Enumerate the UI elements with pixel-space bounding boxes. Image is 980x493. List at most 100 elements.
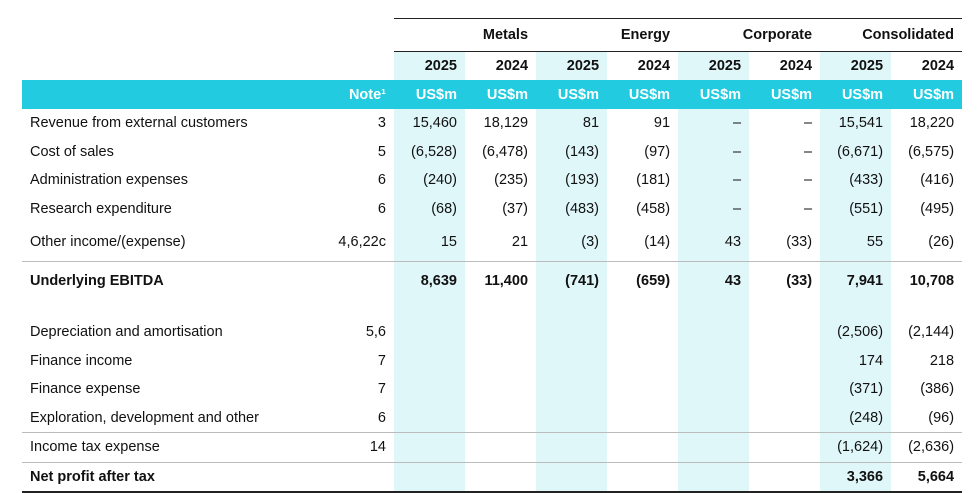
value-cell bbox=[465, 461, 537, 493]
value-cell: (2,144) bbox=[908, 324, 955, 341]
value-cell: 5,664 bbox=[891, 461, 963, 493]
value-cell bbox=[465, 432, 537, 462]
value-cell bbox=[536, 375, 608, 404]
value-cell: (193) bbox=[536, 166, 608, 195]
year-cell: 2024 bbox=[637, 58, 671, 74]
row-label: Exploration, development and other bbox=[30, 409, 259, 426]
row-note: 6 bbox=[377, 200, 386, 217]
value-cell: (235) bbox=[494, 172, 529, 189]
value-cell: (33) bbox=[749, 261, 821, 300]
value-cell: (1,624) bbox=[820, 432, 892, 462]
spacer-row bbox=[22, 300, 962, 318]
spacer-cell bbox=[22, 300, 314, 318]
value-cell: (6,671) bbox=[820, 137, 892, 166]
value-cell: (97) bbox=[644, 143, 671, 160]
row-label: Other income/(expense) bbox=[30, 234, 186, 250]
unit-cell: US$m bbox=[820, 80, 892, 109]
value-cell: – bbox=[678, 137, 750, 166]
value-cell: 21 bbox=[511, 234, 529, 250]
value-cell: (416) bbox=[920, 172, 955, 189]
value-cell: – bbox=[803, 172, 813, 189]
table-row: Underlying EBITDA 8,639 11,400 (741) (659) 43… bbox=[22, 261, 963, 300]
value-cell: (181) bbox=[636, 172, 671, 189]
value-cell: 55 bbox=[820, 223, 892, 262]
row-label: Administration expenses bbox=[30, 172, 188, 189]
table-row: Other income/(expense) 4,6,22c 15 21 (3) (14)… bbox=[22, 223, 962, 262]
value-cell: (14) bbox=[644, 234, 671, 250]
value-cell: 15,460 bbox=[394, 109, 465, 138]
value-cell bbox=[536, 318, 608, 347]
value-cell bbox=[536, 346, 608, 375]
value-cell bbox=[465, 375, 536, 404]
table-row: Cost of sales 5 (6,528) (6,478) (143) (97) – –(… bbox=[22, 137, 962, 166]
table-row: Research expenditure 6 (68) (37) (483) (458) –… bbox=[22, 194, 962, 223]
value-cell bbox=[536, 461, 608, 493]
year-cell: 2025 bbox=[394, 51, 465, 80]
row-label: Revenue from external customers bbox=[30, 115, 248, 132]
value-cell: (2,506) bbox=[820, 318, 892, 347]
spacer-cell bbox=[394, 300, 465, 318]
value-cell: – bbox=[803, 143, 813, 160]
value-cell: (2,636) bbox=[891, 432, 963, 462]
value-cell: 10,708 bbox=[891, 261, 963, 300]
table-row: Finance expense 7 (371) (386) bbox=[22, 375, 962, 404]
blank-cell bbox=[22, 19, 314, 52]
value-cell: 43 bbox=[678, 261, 750, 300]
value-cell bbox=[678, 375, 750, 404]
blank-cell bbox=[314, 52, 394, 81]
value-cell bbox=[749, 375, 820, 404]
blank-cell bbox=[314, 19, 394, 52]
spacer-cell bbox=[820, 300, 892, 318]
table-row: Income tax expense 14 (1,624) (2,636) bbox=[22, 432, 963, 462]
value-cell: (659) bbox=[607, 261, 679, 300]
spacer-cell bbox=[891, 300, 962, 318]
spacer-cell bbox=[678, 300, 750, 318]
spacer-cell bbox=[314, 300, 394, 318]
segment-group-header-row: Metals Energy Corporate Consolidated bbox=[22, 18, 963, 52]
value-cell bbox=[394, 461, 465, 493]
value-cell: 218 bbox=[929, 352, 955, 369]
row-label: Depreciation and amortisation bbox=[30, 324, 223, 341]
value-cell bbox=[749, 318, 820, 347]
segment-results-table: Metals Energy Corporate Consolidated 202… bbox=[22, 18, 963, 493]
spacer-cell bbox=[749, 300, 820, 318]
value-cell bbox=[607, 347, 678, 376]
unit-header-row: Note¹ US$m US$m US$m US$m US$m US$m US$m… bbox=[22, 80, 963, 109]
unit-cell: US$m bbox=[891, 80, 963, 109]
value-cell bbox=[678, 403, 750, 433]
year-cell: 2025 bbox=[536, 51, 608, 80]
spacer-cell bbox=[536, 300, 608, 318]
value-cell: – bbox=[678, 109, 750, 138]
value-cell bbox=[607, 404, 678, 433]
value-cell bbox=[678, 461, 750, 493]
value-cell bbox=[536, 432, 608, 462]
value-cell: (37) bbox=[502, 200, 529, 217]
unit-cell: US$m bbox=[678, 80, 750, 109]
table-row: Depreciation and amortisation 5,6 (2,506) (… bbox=[22, 318, 962, 347]
value-cell: (143) bbox=[536, 137, 608, 166]
row-note: 7 bbox=[377, 381, 386, 398]
value-cell: 11,400 bbox=[465, 261, 537, 300]
row-note bbox=[314, 261, 394, 300]
row-label: Research expenditure bbox=[30, 200, 172, 217]
group-energy: Energy bbox=[536, 18, 679, 52]
group-consolidated: Consolidated bbox=[820, 18, 963, 52]
value-cell bbox=[536, 403, 608, 433]
value-cell: (741) bbox=[536, 261, 608, 300]
value-cell: (6,528) bbox=[394, 137, 465, 166]
value-cell: 174 bbox=[820, 346, 892, 375]
value-cell: 15,541 bbox=[820, 109, 892, 138]
value-cell: (33) bbox=[786, 234, 813, 250]
row-note bbox=[314, 461, 394, 493]
row-note: 14 bbox=[314, 432, 394, 462]
value-cell bbox=[607, 461, 679, 493]
value-cell: (386) bbox=[920, 381, 955, 398]
value-cell: 81 bbox=[536, 109, 608, 138]
value-cell: – bbox=[803, 200, 813, 217]
value-cell: 15 bbox=[394, 223, 465, 262]
value-cell bbox=[749, 347, 820, 376]
table-row: Exploration, development and other 6 (248)… bbox=[22, 403, 962, 433]
year-cell: 2025 bbox=[678, 51, 750, 80]
value-cell: (3) bbox=[536, 223, 608, 262]
